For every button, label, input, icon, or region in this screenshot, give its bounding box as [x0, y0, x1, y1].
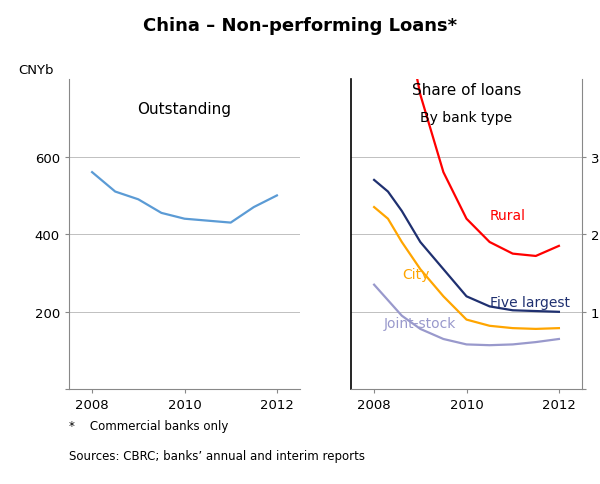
Text: Rural: Rural [490, 208, 526, 222]
Text: City: City [402, 267, 429, 281]
Text: Joint-stock: Joint-stock [383, 317, 456, 331]
Text: Outstanding: Outstanding [137, 102, 232, 117]
Text: CNYb: CNYb [18, 64, 53, 77]
Text: Sources: CBRC; banks’ annual and interim reports: Sources: CBRC; banks’ annual and interim… [69, 449, 365, 462]
Text: Five largest: Five largest [490, 295, 569, 309]
Text: China – Non-performing Loans*: China – Non-performing Loans* [143, 17, 457, 35]
Text: Share of loans: Share of loans [412, 83, 521, 98]
Text: *    Commercial banks only: * Commercial banks only [69, 419, 229, 432]
Text: By bank type: By bank type [421, 111, 512, 125]
